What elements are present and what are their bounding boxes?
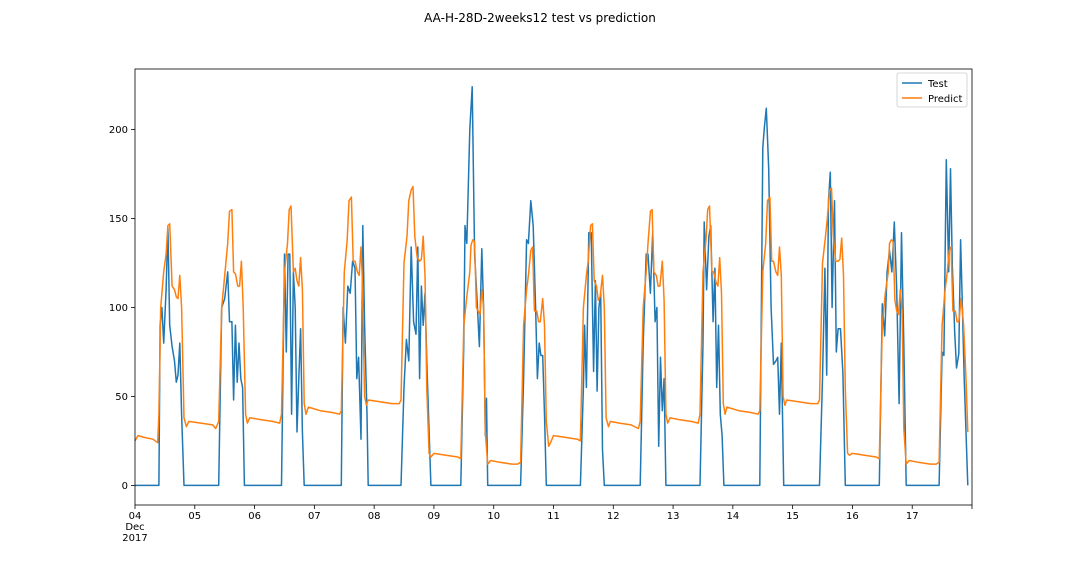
series-line-predict [134, 185, 969, 465]
plot-lines [134, 86, 969, 487]
y-tick-label: 100 [109, 303, 128, 314]
x-tick-label: 11 [547, 511, 560, 522]
x-tick-label: 17 [906, 511, 919, 522]
x-tick-label: 08 [368, 511, 381, 522]
x-tick-label: 04 [129, 511, 142, 522]
x-tick-label: 13 [667, 511, 680, 522]
y-tick-label: 200 [109, 125, 128, 136]
legend-label-predict: Predict [928, 94, 963, 105]
x-tick-label: 05 [188, 511, 201, 522]
chart-title: AA-H-28D-2weeks12 test vs prediction [424, 11, 656, 25]
x-tick-label: 2017 [122, 533, 147, 544]
x-tick-label: 12 [607, 511, 620, 522]
y-tick-label: 0 [122, 481, 128, 492]
x-tick-label: 10 [487, 511, 500, 522]
x-tick-label: 15 [786, 511, 799, 522]
x-tick-label: 06 [248, 511, 261, 522]
x-tick-label: 09 [428, 511, 441, 522]
x-tick-label: 16 [846, 511, 859, 522]
y-tick-label: 150 [109, 214, 128, 225]
x-tick-label: Dec [125, 522, 144, 533]
y-axis: 0 50 100 150 200 [109, 125, 135, 492]
series-line-test [135, 86, 969, 487]
y-tick-label: 50 [115, 392, 128, 403]
legend: Test Predict [896, 72, 968, 108]
legend-label-test: Test [927, 79, 948, 90]
x-tick-label: 07 [308, 511, 321, 522]
x-tick-label: 14 [726, 511, 739, 522]
